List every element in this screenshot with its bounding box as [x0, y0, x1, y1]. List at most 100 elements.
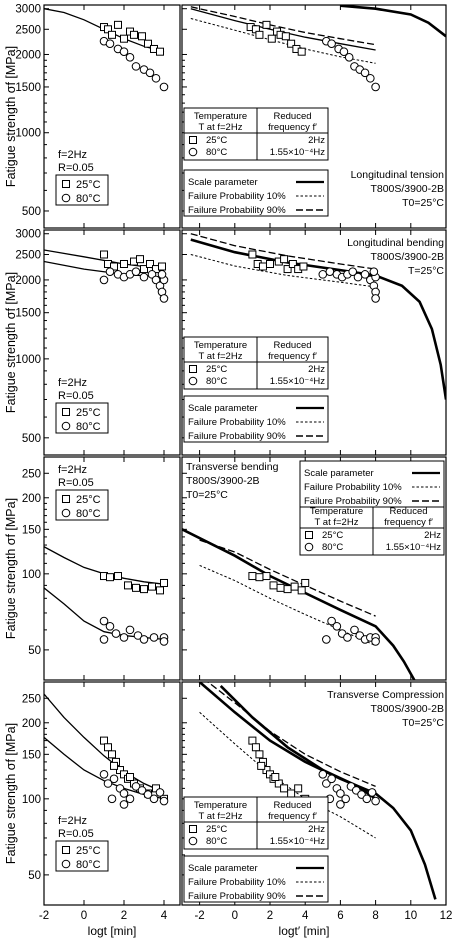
condition-ratio: R=0.05	[58, 477, 94, 489]
x-tick-label: 4	[302, 910, 309, 922]
line-legend-label: Failure Probability 10%	[304, 482, 402, 493]
right-plot-frame	[181, 229, 447, 456]
table-header: Reduced	[389, 506, 427, 517]
line-legend-label: Failure Probability 10%	[188, 191, 286, 202]
legend-label: 80°C	[76, 859, 101, 871]
y-tick-label: 250	[22, 693, 41, 705]
data-point-circle	[143, 790, 153, 799]
data-point-square	[251, 743, 260, 752]
data-point-circle	[336, 789, 345, 798]
table-header: T at f=2Hz	[315, 517, 359, 528]
data-point-circle	[318, 270, 328, 279]
table-freq: 1.55×10⁻⁴Hz	[270, 147, 326, 158]
data-point-circle	[360, 68, 370, 78]
data-point-square	[114, 572, 122, 581]
x-tick-label: 6	[337, 910, 343, 922]
y-tick-label: 1500	[15, 82, 41, 94]
line-legend-box	[299, 460, 445, 508]
table-temp: 80°C	[206, 147, 227, 158]
data-point-square	[248, 736, 257, 745]
table-marker-circle	[188, 836, 198, 846]
table-marker-square	[189, 365, 197, 373]
legend-label: 25°C	[76, 179, 101, 191]
data-point-circle	[348, 267, 358, 276]
left-plot-frame	[43, 229, 181, 456]
data-point-circle	[325, 267, 335, 276]
x-axis-label-right: logt′ [min]	[279, 924, 330, 938]
data-point-square	[156, 586, 164, 595]
data-point-square	[290, 582, 299, 591]
legend-marker-circle	[61, 859, 71, 869]
master-curve-1	[190, 254, 376, 288]
data-point-circle	[332, 621, 342, 631]
table-temp: 80°C	[206, 376, 227, 387]
data-point-circle	[119, 47, 129, 56]
panel-title-line: T0=25°C	[186, 489, 228, 501]
data-point-square	[255, 30, 264, 39]
table-marker-circle	[188, 147, 198, 157]
data-point-circle	[119, 800, 129, 809]
legend-marker-square	[62, 846, 70, 854]
data-point-circle	[125, 794, 135, 804]
data-point-square	[262, 20, 271, 29]
y-tick-label: 2500	[15, 24, 41, 36]
data-point-circle	[137, 786, 147, 795]
data-point-circle	[371, 796, 380, 806]
y-tick-label: 2000	[15, 49, 41, 61]
data-point-square	[267, 34, 276, 43]
data-point-square	[288, 259, 297, 268]
table-freq: 1.55×10⁻⁴Hz	[270, 376, 326, 387]
x-tick-label: 4	[161, 910, 168, 922]
legend-marker-circle	[61, 508, 71, 518]
panel-title-line: T800S/3900-2B	[370, 183, 444, 195]
table-temp: 80°C	[322, 542, 343, 553]
table-marker-circle	[304, 542, 314, 552]
panel-title-line: Longitudinal bending	[347, 237, 444, 249]
panel-title-line: T=25°C	[408, 265, 444, 277]
panel-0: 500 1000 1500 2000 2500 3000 Fatigue strength …	[4, 4, 447, 229]
legend-label: 80°C	[76, 508, 101, 520]
condition-frequency: f=2Hz	[58, 377, 87, 389]
x-tick-label: 12	[440, 910, 452, 922]
line-legend-label: Failure Probability 90%	[188, 431, 286, 442]
left-plot-frame	[43, 681, 181, 906]
data-point-circle	[322, 779, 331, 788]
x-tick-label: -2	[194, 910, 204, 922]
data-point-square	[136, 255, 144, 264]
x-tick-label: 0	[232, 910, 238, 922]
x-tick-label: 10	[404, 910, 417, 922]
right-plot	[190, 5, 446, 92]
panel-title-line: Transverse Compression	[327, 689, 444, 701]
data-point-square	[301, 578, 310, 587]
condition-ratio: R=0.05	[58, 390, 94, 402]
data-point-circle	[371, 637, 380, 646]
table-header: frequency f′	[268, 811, 317, 822]
y-tick-label: 100	[22, 569, 41, 581]
line-legend-label: Scale parameter	[304, 468, 374, 479]
line-legend-box	[183, 395, 329, 443]
y-tick-label: 150	[22, 749, 41, 761]
panel-3: 50 100 150 200 250 Fatigue strength σf [MPa] f…	[4, 681, 447, 906]
data-point-circle	[327, 39, 336, 49]
y-tick-label: 1500	[15, 308, 41, 320]
data-point-circle	[125, 625, 135, 635]
x-tick-label: -2	[39, 910, 49, 922]
x-tick-label: 2	[121, 910, 127, 922]
y-tick-label: 200	[22, 493, 41, 505]
legend-label: 25°C	[76, 494, 101, 506]
condition-ratio: R=0.05	[58, 828, 94, 840]
data-point-circle	[107, 794, 117, 804]
y-axis-label: Fatigue strength σf [MPa]	[4, 723, 18, 864]
data-point-square	[280, 255, 289, 264]
data-point-circle	[339, 47, 349, 56]
y-tick-label: 1000	[15, 354, 41, 366]
table-marker-square	[305, 531, 313, 539]
data-point-circle	[371, 294, 380, 303]
line-legend-label: Failure Probability 90%	[304, 496, 402, 507]
table-freq: 2Hz	[424, 530, 441, 541]
table-header: frequency f′	[384, 517, 433, 528]
data-point-square	[287, 789, 296, 798]
table-header: T at f=2Hz	[199, 811, 243, 822]
data-point-square	[106, 573, 114, 582]
data-point-circle	[133, 631, 143, 640]
